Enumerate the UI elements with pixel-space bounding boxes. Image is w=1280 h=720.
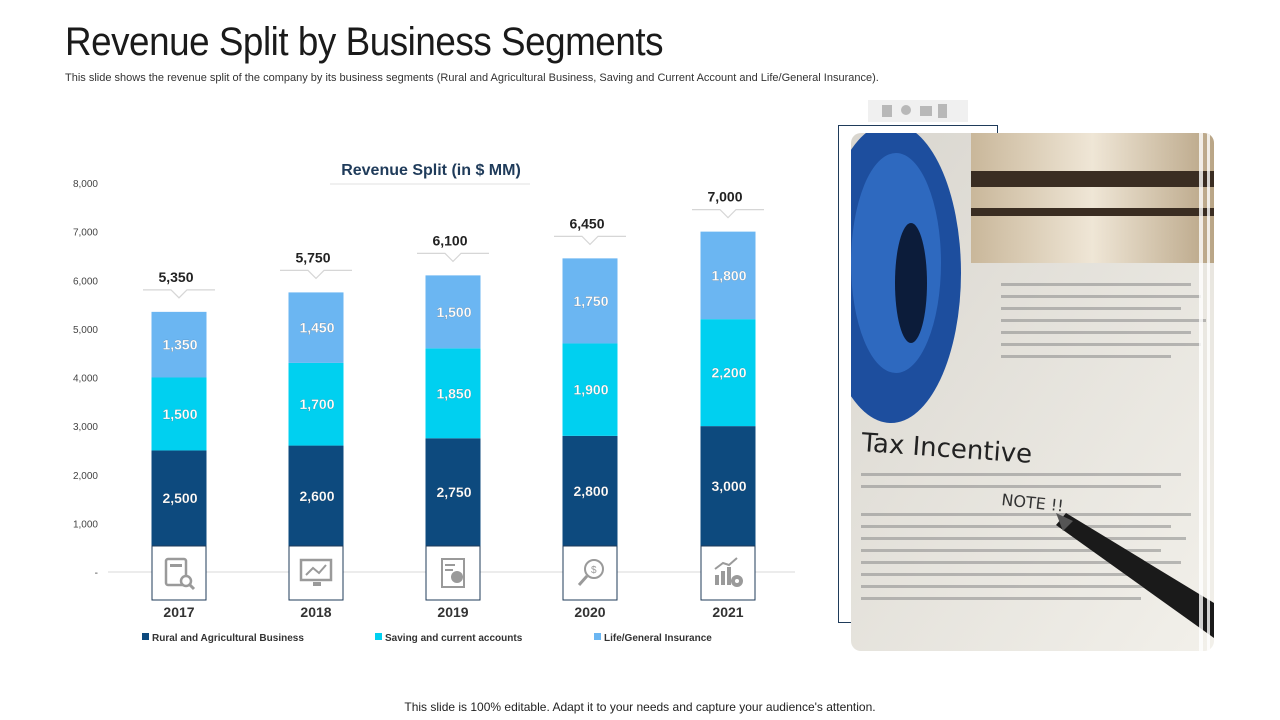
growth-gear-icon bbox=[714, 557, 743, 587]
magnifier-dollar-icon: $ bbox=[577, 559, 604, 586]
bar-segment bbox=[425, 275, 481, 349]
revenue-chart: Revenue Split (in $ MM) - 1,000 2,000 3,000 4… bbox=[73, 162, 795, 644]
total-callout-pointer bbox=[143, 289, 215, 299]
total-callout-pointer bbox=[417, 252, 489, 263]
bar-value-label: 1,700 bbox=[299, 396, 334, 412]
total-callout-pointer bbox=[280, 269, 352, 280]
page-title: Revenue Split by Business Segments bbox=[65, 20, 664, 64]
bar-value-label: 1,750 bbox=[573, 293, 608, 309]
bar-value-label: 2,500 bbox=[162, 490, 197, 506]
bar-value-label: 2,200 bbox=[711, 365, 746, 381]
bar-value-label: 1,850 bbox=[436, 385, 471, 401]
legend-swatch bbox=[142, 633, 149, 640]
bar-value-label: 1,800 bbox=[711, 267, 746, 283]
bar-value-label: 1,900 bbox=[573, 382, 608, 398]
x-tick-label: 2019 bbox=[437, 604, 468, 620]
bar-total-label: 7,000 bbox=[707, 189, 742, 205]
y-tick-label: 6,000 bbox=[73, 276, 98, 287]
x-tick-label: 2018 bbox=[300, 604, 331, 620]
bar-value-label: 1,500 bbox=[436, 304, 471, 320]
legend-swatch bbox=[594, 633, 601, 640]
legend-swatch bbox=[375, 633, 382, 640]
total-callout-pointer bbox=[554, 235, 626, 246]
bar-segment bbox=[288, 362, 344, 446]
bar-segment bbox=[562, 258, 618, 344]
bar-segment bbox=[151, 311, 207, 378]
bar-total-label: 5,350 bbox=[158, 269, 193, 285]
bar-segment bbox=[288, 292, 344, 363]
legend-label: Rural and Agricultural Business bbox=[152, 633, 304, 644]
bar-total-label: 6,450 bbox=[569, 215, 604, 231]
y-tick-label: - bbox=[95, 568, 98, 579]
tax-incentive-photo: Tax Incentive NOTE !! bbox=[851, 133, 1214, 651]
report-search-icon bbox=[164, 557, 196, 591]
bar-value-label: 2,600 bbox=[299, 488, 334, 504]
bar-segment bbox=[700, 319, 756, 427]
bar-total-label: 6,100 bbox=[432, 232, 467, 248]
bar-value-label: 3,000 bbox=[711, 478, 746, 494]
bar-segment bbox=[151, 377, 207, 451]
bar-value-label: 2,800 bbox=[573, 483, 608, 499]
svg-text:$: $ bbox=[591, 565, 597, 576]
bar-value-label: 1,450 bbox=[299, 320, 334, 336]
y-tick-label: 4,000 bbox=[73, 374, 98, 385]
y-tick-label: 5,000 bbox=[73, 325, 98, 336]
legend-label: Saving and current accounts bbox=[385, 633, 523, 644]
x-tick-label: 2021 bbox=[712, 604, 743, 620]
category-icon-box bbox=[151, 545, 207, 601]
monitor-chart-icon bbox=[299, 558, 333, 586]
category-icon-box bbox=[562, 545, 618, 601]
photo-toolbar-icons bbox=[868, 100, 968, 122]
y-tick-label: 3,000 bbox=[73, 422, 98, 433]
bar-segment bbox=[562, 343, 618, 436]
legend-label: Life/General Insurance bbox=[604, 633, 712, 644]
bar-value-label: 2,750 bbox=[436, 484, 471, 500]
bar-segment bbox=[425, 348, 481, 439]
x-tick-label: 2017 bbox=[163, 604, 194, 620]
bar-value-label: 1,500 bbox=[162, 406, 197, 422]
chart-title: Revenue Split (in $ MM) bbox=[341, 162, 521, 179]
bar-segment bbox=[700, 231, 756, 320]
y-tick-label: 1,000 bbox=[73, 519, 98, 530]
footer-note: This slide is 100% editable. Adapt it to… bbox=[404, 700, 876, 714]
bar-total-label: 5,750 bbox=[295, 249, 330, 265]
bar-value-label: 1,350 bbox=[162, 337, 197, 353]
y-tick-label: 2,000 bbox=[73, 471, 98, 482]
category-icon-box bbox=[288, 545, 344, 601]
page-subtitle: This slide shows the revenue split of th… bbox=[65, 72, 879, 84]
x-tick-label: 2020 bbox=[574, 604, 605, 620]
y-tick-label: 8,000 bbox=[73, 179, 98, 190]
total-callout-pointer bbox=[692, 209, 764, 219]
document-dollar-icon bbox=[441, 558, 465, 588]
y-tick-label: 7,000 bbox=[73, 228, 98, 239]
